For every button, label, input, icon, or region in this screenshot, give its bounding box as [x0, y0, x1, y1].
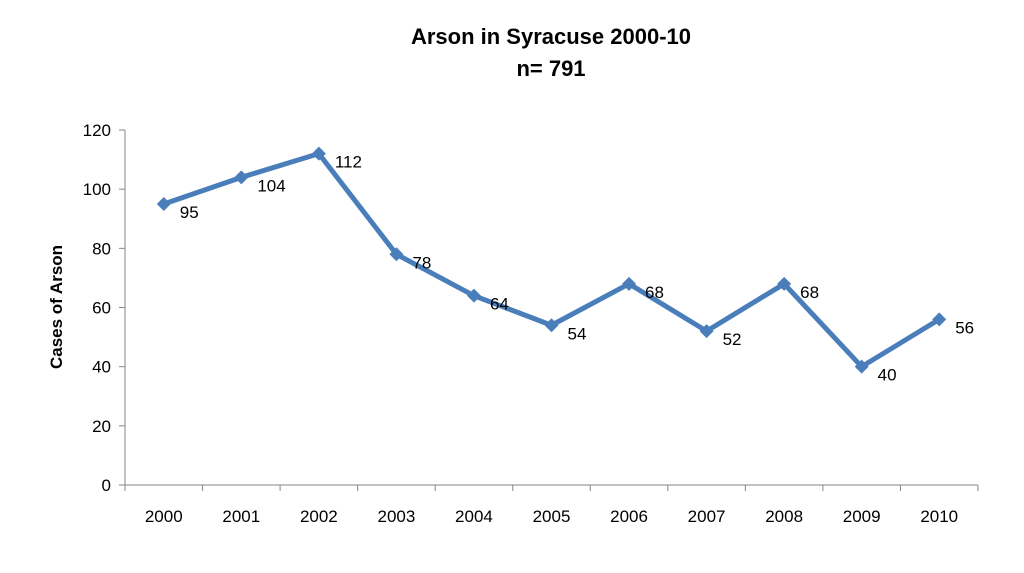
y-tick-label: 20: [92, 417, 111, 436]
data-label: 52: [723, 330, 742, 349]
data-label: 68: [645, 283, 664, 302]
data-label: 68: [800, 283, 819, 302]
x-tick-label: 2007: [688, 507, 726, 526]
data-point-marker: [544, 318, 559, 333]
y-axis-title: Cases of Arson: [47, 245, 66, 369]
x-tick-label: 2008: [765, 507, 803, 526]
series-group: [156, 146, 947, 374]
y-tick-label: 100: [83, 180, 111, 199]
data-point-marker: [699, 324, 714, 339]
data-point-marker: [311, 146, 326, 161]
y-tick-label: 80: [92, 239, 111, 258]
x-tick-label: 2005: [533, 507, 571, 526]
data-point-marker: [466, 288, 481, 303]
chart-subtitle: n= 791: [516, 56, 586, 81]
x-tick-label: 2010: [920, 507, 958, 526]
y-tick-label: 0: [102, 476, 111, 495]
data-label: 56: [955, 318, 974, 337]
x-tick-label: 2006: [610, 507, 648, 526]
data-point-marker: [777, 276, 792, 291]
x-tick-label: 2000: [145, 507, 183, 526]
x-tick-label: 2009: [843, 507, 881, 526]
data-label: 95: [180, 203, 199, 222]
data-point-marker: [234, 170, 249, 185]
data-point-marker: [932, 312, 947, 327]
x-tick-label: 2002: [300, 507, 338, 526]
y-tick-label: 60: [92, 299, 111, 318]
data-label: 112: [335, 153, 362, 172]
data-point-marker: [389, 247, 404, 262]
data-label: 64: [490, 295, 509, 314]
data-point-marker: [622, 276, 637, 291]
data-point-marker: [854, 359, 869, 374]
data-label: 40: [878, 366, 897, 385]
y-tick-label: 40: [92, 358, 111, 377]
chart-title: Arson in Syracuse 2000-10: [410, 24, 692, 49]
data-label: 104: [257, 176, 285, 195]
data-point-marker: [156, 196, 171, 211]
axes: 0 20 40 60 80 100 120 2000 2001 2002 2003 2004 2005 2…: [83, 121, 979, 526]
data-label: 78: [412, 253, 431, 272]
x-tick-label: 2001: [222, 507, 260, 526]
data-labels: 95 104 112 78 64 54 68 52 68 40 56: [180, 153, 974, 385]
x-tick-label: 2004: [455, 507, 493, 526]
x-tick-label: 2003: [377, 507, 415, 526]
data-label: 54: [568, 324, 587, 343]
y-tick-label: 120: [83, 121, 111, 140]
